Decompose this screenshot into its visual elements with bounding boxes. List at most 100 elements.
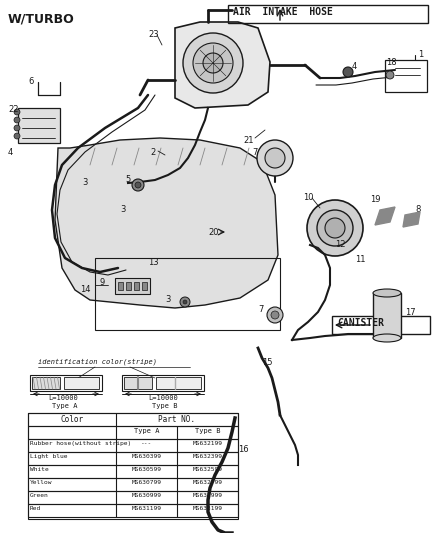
Circle shape	[14, 133, 20, 139]
Text: AIR  INTAKE  HOSE: AIR INTAKE HOSE	[233, 7, 332, 17]
Circle shape	[265, 148, 284, 168]
Polygon shape	[55, 138, 277, 308]
Text: 9: 9	[100, 278, 105, 287]
Bar	[141, 282, 147, 290]
Bar	[28, 413, 237, 519]
Bar	[28, 478, 237, 491]
Circle shape	[266, 307, 283, 323]
Bar	[32, 377, 60, 389]
Bar	[28, 426, 237, 439]
Text: 18: 18	[385, 58, 396, 67]
Text: Type B: Type B	[194, 428, 220, 434]
Text: Type A: Type A	[52, 403, 78, 409]
Text: Part NO.: Part NO.	[158, 415, 195, 424]
Bar	[155, 377, 201, 389]
Circle shape	[342, 67, 352, 77]
Bar	[30, 375, 102, 391]
Circle shape	[183, 33, 243, 93]
Text: 7: 7	[258, 305, 263, 314]
Circle shape	[324, 218, 344, 238]
Text: Rubber hose(without stripe): Rubber hose(without stripe)	[30, 441, 131, 446]
Text: 7: 7	[251, 148, 257, 157]
Circle shape	[306, 200, 362, 256]
Text: Type B: Type B	[152, 403, 177, 409]
Bar	[384, 60, 426, 92]
Circle shape	[193, 43, 233, 83]
Text: Red: Red	[30, 506, 41, 511]
Text: 17: 17	[404, 308, 415, 317]
Bar	[331, 316, 429, 334]
Text: 3: 3	[165, 295, 170, 304]
Text: 3: 3	[82, 178, 87, 187]
Text: 16: 16	[237, 445, 248, 454]
Circle shape	[14, 117, 20, 123]
Text: L=10000: L=10000	[148, 395, 177, 401]
Text: MS632799: MS632799	[192, 480, 222, 485]
Polygon shape	[175, 22, 269, 108]
Text: 8: 8	[414, 205, 420, 214]
Text: W/TURBO: W/TURBO	[8, 12, 74, 25]
Bar	[95, 258, 279, 330]
Text: 20: 20	[208, 228, 218, 237]
Text: MS632999: MS632999	[192, 493, 222, 498]
Text: 11: 11	[354, 255, 365, 264]
Bar	[122, 375, 204, 391]
Text: 23: 23	[148, 30, 158, 39]
Text: White: White	[30, 467, 49, 472]
Text: 21: 21	[243, 136, 253, 145]
Circle shape	[132, 179, 144, 191]
Bar	[28, 491, 237, 504]
Bar	[18, 108, 60, 143]
Text: 19: 19	[369, 195, 380, 204]
Bar	[124, 377, 152, 389]
Bar	[28, 413, 237, 426]
Text: 6: 6	[28, 77, 33, 86]
Text: Color: Color	[60, 415, 83, 424]
Text: identification color(stripe): identification color(stripe)	[38, 358, 157, 365]
Text: Green: Green	[30, 493, 49, 498]
Text: MS630399: MS630399	[131, 454, 161, 459]
Text: 4: 4	[8, 148, 13, 157]
Text: Yellow: Yellow	[30, 480, 53, 485]
Bar	[28, 452, 237, 465]
Text: 14: 14	[80, 285, 90, 294]
Text: Type A: Type A	[134, 428, 159, 434]
Circle shape	[202, 53, 223, 73]
Text: MS631199: MS631199	[131, 506, 161, 511]
Bar	[28, 439, 237, 452]
Text: 22: 22	[8, 105, 18, 114]
Text: 15: 15	[261, 358, 272, 367]
Text: MS632199: MS632199	[192, 441, 222, 446]
Text: 5: 5	[125, 175, 130, 184]
Text: 3: 3	[120, 205, 125, 214]
Circle shape	[135, 182, 141, 188]
Bar	[118, 282, 123, 290]
Text: Light blue: Light blue	[30, 454, 67, 459]
Text: MS630799: MS630799	[131, 480, 161, 485]
Text: 10: 10	[302, 193, 313, 202]
Text: 1: 1	[417, 50, 422, 59]
Circle shape	[14, 109, 20, 115]
Text: 4: 4	[351, 62, 357, 71]
Bar	[134, 282, 139, 290]
Circle shape	[256, 140, 292, 176]
Text: MS630599: MS630599	[131, 467, 161, 472]
Circle shape	[270, 311, 279, 319]
Bar	[64, 377, 99, 389]
Text: ---: ---	[141, 441, 152, 446]
Bar	[372, 293, 400, 338]
Text: MS632599: MS632599	[192, 467, 222, 472]
Circle shape	[183, 300, 187, 304]
Circle shape	[180, 297, 190, 307]
Text: L=10000: L=10000	[48, 395, 78, 401]
Text: CANISTER: CANISTER	[336, 318, 383, 328]
Text: 2: 2	[150, 148, 155, 157]
Text: MS630999: MS630999	[131, 493, 161, 498]
Circle shape	[385, 71, 393, 79]
Polygon shape	[402, 212, 419, 227]
Bar	[126, 282, 131, 290]
Bar	[28, 465, 237, 478]
Bar	[28, 504, 237, 517]
Ellipse shape	[372, 334, 400, 342]
Bar	[227, 5, 427, 23]
